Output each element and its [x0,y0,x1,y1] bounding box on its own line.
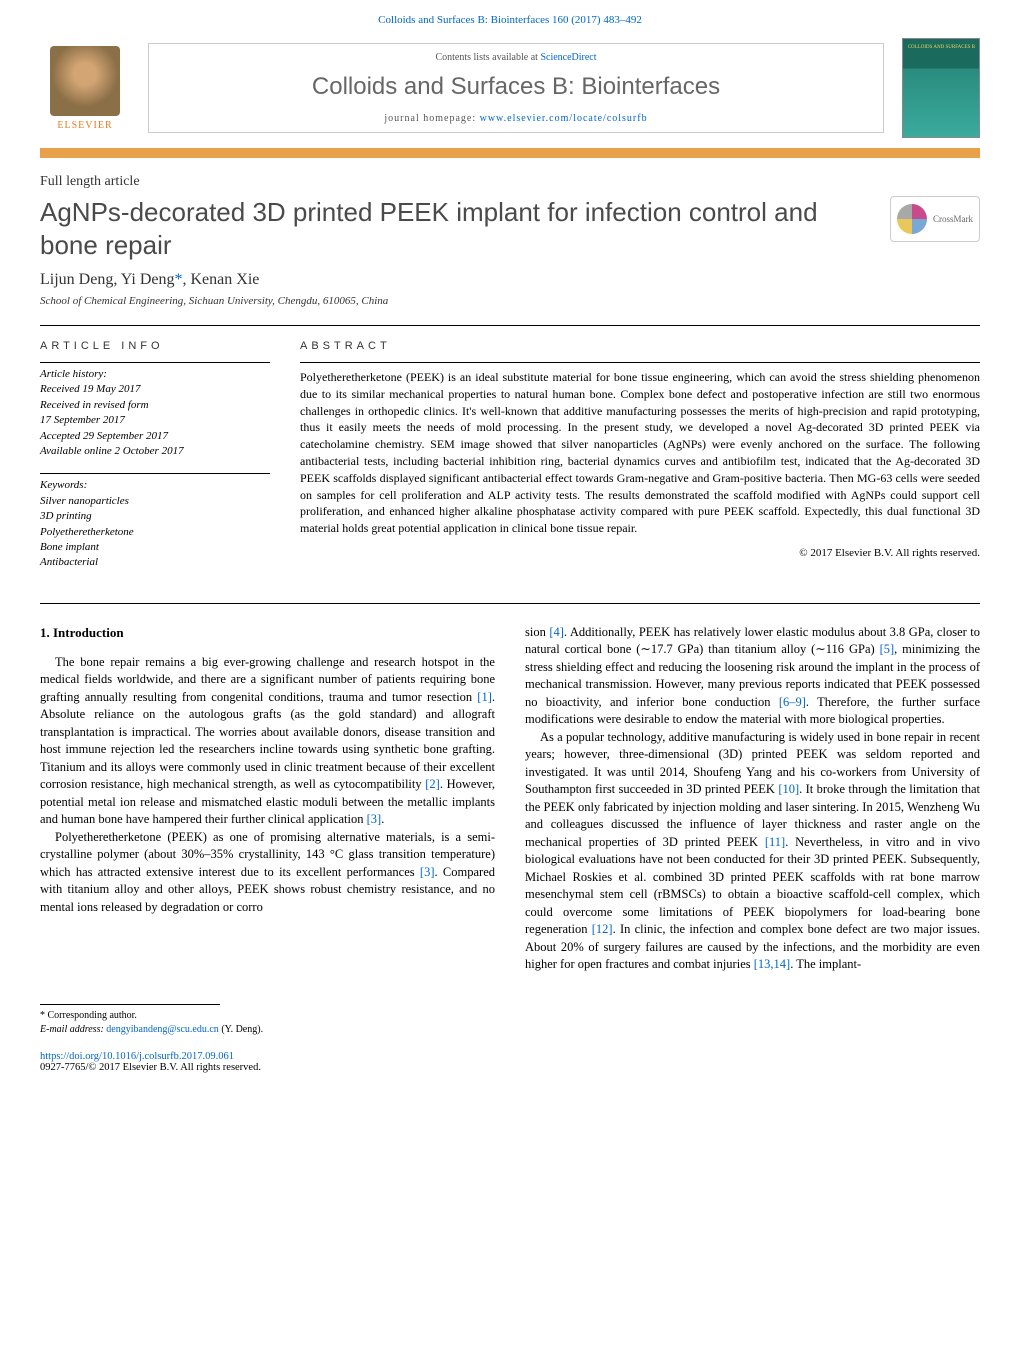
email-link[interactable]: dengyibandeng@scu.edu.cn [106,1024,219,1035]
footer-separator [40,1004,220,1005]
citation-link[interactable]: [5] [880,642,895,656]
citation-link[interactable]: [10] [778,782,799,796]
citation-link[interactable]: [2] [425,777,440,791]
body-paragraph: The bone repair remains a big ever-growi… [40,654,495,829]
citation-link[interactable]: [11] [765,835,785,849]
homepage-link[interactable]: www.elsevier.com/locate/colsurfb [480,113,648,124]
article-title: AgNPs-decorated 3D printed PEEK implant … [40,196,870,261]
abstract-copyright: © 2017 Elsevier B.V. All rights reserved… [300,547,980,559]
body-paragraph: sion [4]. Additionally, PEEK has relativ… [525,624,980,729]
abstract-text: Polyetheretherketone (PEEK) is an ideal … [300,362,980,537]
elsevier-label: ELSEVIER [57,120,112,131]
crossmark-icon [897,204,927,234]
journal-citation-link[interactable]: Colloids and Surfaces B: Biointerfaces 1… [0,0,1020,34]
info-abstract-row: article info Article history: Received 1… [40,326,980,585]
orange-divider-bar [40,148,980,158]
citation-link[interactable]: [3] [367,812,382,826]
citation-link[interactable]: [4] [549,625,564,639]
mid-divider [40,603,980,604]
header-center-panel: Contents lists available at ScienceDirec… [148,43,884,133]
email-line: E-mail address: dengyibandeng@scu.edu.cn… [40,1023,980,1037]
body-column-right: sion [4]. Additionally, PEEK has relativ… [525,624,980,974]
citation-text: Colloids and Surfaces B: Biointerfaces 1… [378,14,642,26]
elsevier-tree-icon [50,46,120,116]
citation-link[interactable]: [3] [420,865,435,879]
title-row: AgNPs-decorated 3D printed PEEK implant … [40,196,980,261]
doi-line: https://doi.org/10.1016/j.colsurfb.2017.… [40,1051,980,1062]
body-columns: 1. Introduction The bone repair remains … [40,624,980,974]
introduction-heading: 1. Introduction [40,624,495,642]
corr-label: * Corresponding author. [40,1009,980,1023]
article-history-block: Article history: Received 19 May 2017 Re… [40,362,270,459]
elsevier-logo[interactable]: ELSEVIER [40,38,130,138]
abstract-column: abstract Polyetheretherketone (PEEK) is … [300,326,980,585]
journal-cover-thumbnail[interactable]: COLLOIDS AND SURFACES B [902,38,980,138]
citation-link[interactable]: [12] [592,922,613,936]
journal-header: ELSEVIER Contents lists available at Sci… [0,34,1020,138]
journal-name: Colloids and Surfaces B: Biointerfaces [161,73,871,101]
corresponding-author-footer: * Corresponding author. E-mail address: … [40,1009,980,1037]
body-paragraph: As a popular technology, additive manufa… [525,729,980,974]
citation-link[interactable]: [13,14] [754,957,790,971]
doi-link[interactable]: https://doi.org/10.1016/j.colsurfb.2017.… [40,1051,234,1062]
authors-line: Lijun Deng, Yi Deng*, Kenan Xie [40,271,980,289]
article-info-heading: article info [40,340,270,352]
body-column-left: 1. Introduction The bone repair remains … [40,624,495,974]
corresponding-asterisk: * [175,271,183,288]
sciencedirect-link[interactable]: ScienceDirect [540,52,596,63]
homepage-line: journal homepage: www.elsevier.com/locat… [161,113,871,124]
body-paragraph: Polyetheretherketone (PEEK) as one of pr… [40,829,495,917]
article-info-column: article info Article history: Received 1… [40,326,270,585]
abstract-heading: abstract [300,340,980,352]
crossmark-label: CrossMark [933,214,973,224]
contents-available-line: Contents lists available at ScienceDirec… [161,52,871,63]
issn-copyright-line: 0927-7765/© 2017 Elsevier B.V. All right… [40,1062,980,1073]
crossmark-badge[interactable]: CrossMark [890,196,980,242]
keywords-block: Keywords: Silver nanoparticles 3D printi… [40,473,270,570]
citation-link[interactable]: [1] [477,690,492,704]
affiliation: School of Chemical Engineering, Sichuan … [40,295,980,307]
article-type: Full length article [40,174,980,190]
citation-link[interactable]: [6–9] [779,695,806,709]
cover-text: COLLOIDS AND SURFACES B [908,45,975,51]
